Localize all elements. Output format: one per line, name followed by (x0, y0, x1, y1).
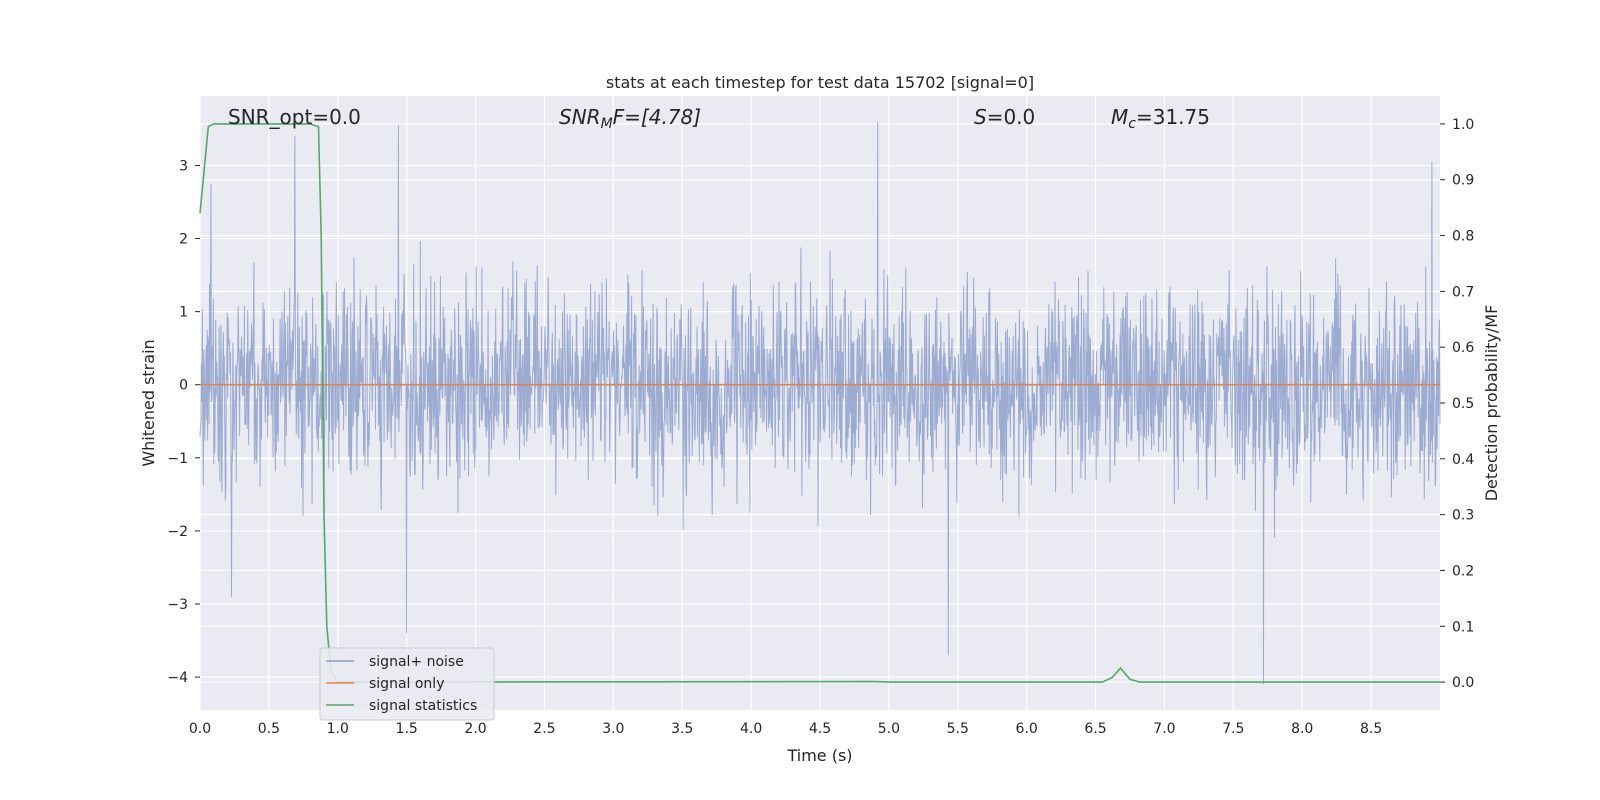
x-tick-label: 1.5 (396, 721, 418, 737)
legend: signal+ noise signal only signal statist… (319, 647, 495, 721)
annotation-s-symbol: S (974, 105, 987, 129)
y-tick-label-right: 0.2 (1452, 563, 1474, 579)
x-tick-label: 2.0 (464, 721, 486, 737)
y-tick-label-right: 0.1 (1452, 619, 1474, 635)
x-tick-label: 0.0 (189, 721, 211, 737)
annotation-snr-mf: SNRMF=[4.78] (559, 105, 701, 132)
x-tick-label: 7.0 (1153, 721, 1175, 737)
noise-line (199, 121, 1441, 685)
x-tick-label: 8.5 (1360, 721, 1382, 737)
y-tick-label-left: −2 (167, 524, 188, 540)
annotation-s-value: =0.0 (987, 105, 1036, 129)
x-tick-label: 5.0 (878, 721, 900, 737)
annotation-snr-mf-base: SNR (559, 105, 601, 129)
y-tick-label-right: 0.6 (1452, 340, 1474, 356)
x-tick-label: 3.0 (602, 721, 624, 737)
y-axis-left: −4 −3 −2 −1 0 1 2 3 (167, 158, 200, 686)
chart-title: stats at each timestep for test data 157… (606, 73, 1034, 92)
legend-box (319, 647, 495, 721)
x-tick-label: 8.0 (1291, 721, 1313, 737)
y-tick-label-left: 0 (179, 378, 188, 394)
y-tick-label-left: −1 (167, 451, 188, 467)
x-tick-label: 1.0 (327, 721, 349, 737)
series-signal-plus-noise (199, 121, 1441, 685)
legend-label-signal-statistics: signal statistics (369, 698, 477, 714)
y-tick-label-right: 0.0 (1452, 675, 1474, 691)
x-tick-label: 3.5 (671, 721, 693, 737)
y-tick-label-left: −4 (167, 670, 188, 686)
y-tick-label-left: 2 (179, 232, 188, 248)
x-tick-label: 5.5 (947, 721, 969, 737)
y-tick-label-right: 0.3 (1452, 508, 1474, 524)
x-axis: 0.0 0.5 1.0 1.5 2.0 2.5 3.0 3.5 4.0 4.5 5.0 5.5 6.0 6… (189, 721, 1382, 737)
annotation-snr-opt: SNR_opt=0.0 (228, 105, 361, 129)
y-tick-label-left: −3 (167, 597, 188, 613)
y-tick-label-right: 1.0 (1452, 117, 1474, 133)
annotation-mc: Mc=31.75 (1111, 105, 1210, 132)
y-tick-label-left: 1 (179, 305, 188, 321)
y-tick-label-right: 0.9 (1452, 173, 1474, 189)
annotation-snr-mf-sub: M (601, 116, 613, 132)
legend-label-signal-only: signal only (369, 676, 444, 692)
annotation-snr-mf-rest: F=[4.78] (613, 105, 701, 129)
y-axis-right: 0.0 0.1 0.2 0.3 0.4 0.5 0.6 0.7 0.8 0.9 1.0 (1440, 117, 1474, 691)
x-tick-label: 6.5 (1084, 721, 1106, 737)
annotation-mc-sub: c (1128, 116, 1136, 132)
x-tick-label: 7.5 (1222, 721, 1244, 737)
y-tick-label-right: 0.5 (1452, 396, 1474, 412)
x-tick-label: 6.0 (1016, 721, 1038, 737)
x-tick-label: 0.5 (258, 721, 280, 737)
x-tick-label: 4.0 (740, 721, 762, 737)
x-tick-label: 2.5 (533, 721, 555, 737)
y-tick-label-right: 0.8 (1452, 229, 1474, 245)
x-axis-label: Time (s) (786, 746, 852, 765)
y-tick-label-left: 3 (179, 158, 188, 174)
legend-label-signal-plus-noise: signal+ noise (369, 654, 464, 670)
y-axis-right-label: Detection probability/MF (1482, 305, 1501, 502)
x-tick-label: 4.5 (809, 721, 831, 737)
annotation-mc-symbol: M (1111, 105, 1128, 129)
annotation-s: S=0.0 (974, 105, 1035, 129)
y-tick-label-right: 0.4 (1452, 452, 1474, 468)
annotation-mc-value: =31.75 (1136, 105, 1210, 129)
y-tick-label-right: 0.7 (1452, 284, 1474, 300)
y-axis-left-label: Whitened strain (139, 339, 158, 466)
